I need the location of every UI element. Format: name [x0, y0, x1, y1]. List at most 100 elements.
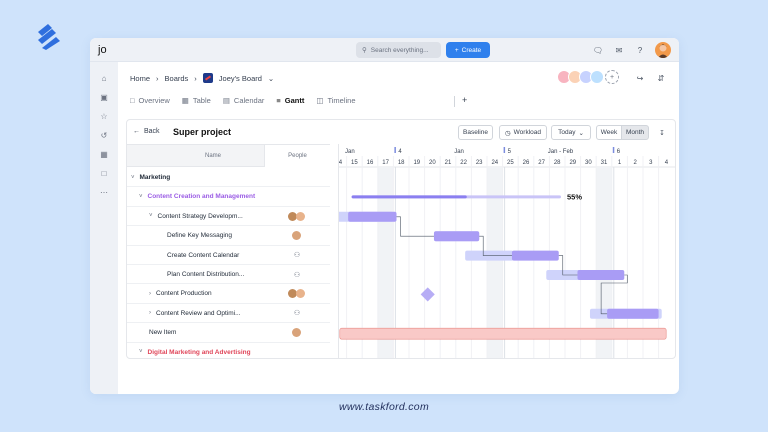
people-column-header[interactable]: People [264, 145, 330, 167]
back-button[interactable]: ← Back [133, 128, 160, 135]
home-icon[interactable]: ⌂ [101, 73, 107, 83]
table-icon: ▦ [181, 96, 189, 105]
overview-icon: □ [130, 96, 135, 105]
tab-timeline[interactable]: ◫ Timeline [316, 96, 355, 105]
tab-overview[interactable]: □ Overview [130, 96, 170, 105]
board-icon[interactable]: ▦ [100, 149, 108, 159]
workspace-initials[interactable]: jo [98, 44, 107, 56]
people-cell[interactable]: ⚇ [264, 246, 330, 265]
task-bar [511, 250, 559, 261]
filter-icon[interactable]: ⇵ [657, 73, 665, 83]
people-cell[interactable]: ⚇ [264, 304, 330, 323]
member-avatar[interactable] [590, 70, 604, 84]
task-row[interactable]: ˅ Digital Marketing and Advertising [127, 343, 330, 358]
chevron-right-icon[interactable]: › [149, 290, 151, 297]
baseline-button[interactable]: Baseline [458, 125, 493, 140]
task-row[interactable]: ˅ Content Creation and Management [127, 187, 330, 207]
day-label: 21 [445, 160, 452, 166]
task-row[interactable]: Define Key Messaging [127, 226, 330, 246]
chevron-down-icon[interactable]: ˅ [139, 349, 143, 356]
help-icon[interactable]: ? [637, 45, 643, 55]
tab-table[interactable]: ▦ Table [182, 96, 211, 105]
month-button[interactable]: Month [621, 125, 649, 140]
back-label: Back [144, 128, 160, 135]
month-label: Month [625, 129, 645, 136]
history-icon[interactable]: ↺ [100, 130, 108, 140]
dependency-line [396, 216, 434, 237]
task-name: Digital Marketing and Advertising [147, 348, 251, 356]
plus-icon: + [454, 46, 459, 54]
task-row[interactable]: Create Content Calendar ⚇ [127, 246, 330, 265]
dependency-line [479, 235, 512, 256]
task-row[interactable]: › Content Production [127, 284, 330, 304]
month-label: 6 [617, 149, 621, 155]
star-icon[interactable]: ☆ [100, 111, 108, 121]
day-label: 1 [618, 160, 622, 166]
chevron-down-icon[interactable]: ˅ [149, 213, 153, 220]
assign-person-icon[interactable]: ⚇ [293, 252, 301, 260]
assignee-avatar [296, 211, 305, 221]
week-button[interactable]: Week [596, 125, 622, 140]
assign-person-icon[interactable]: ⚇ [293, 310, 301, 318]
calendar-icon: ▤ [222, 96, 230, 105]
folder-icon[interactable]: □ [101, 168, 107, 178]
day-label: 20 [429, 160, 436, 166]
task-row[interactable]: Plan Content Distribution... ⚇ [127, 265, 330, 285]
task-label: › Content Production [149, 290, 212, 297]
export-icon[interactable]: ↧ [655, 125, 669, 140]
name-column-header[interactable]: Name [205, 153, 222, 159]
task-row[interactable]: › Content Review and Optimi... ⚇ [127, 304, 330, 324]
today-dropdown[interactable]: Today ⌄ [551, 125, 591, 140]
gantt-toolbar: ← Back Super project Baseline ◷ Workload … [127, 120, 675, 144]
breadcrumb-home[interactable]: Home [130, 73, 151, 83]
add-member-icon[interactable]: + [605, 70, 619, 84]
create-label: Create [461, 46, 482, 54]
month-label: Jan [345, 149, 355, 155]
tab-gantt[interactable]: ≡ Gantt [276, 96, 304, 105]
assignee-avatar [296, 289, 305, 299]
chevron-down-icon[interactable]: ˅ [131, 174, 135, 181]
summary-bar-progress [351, 195, 467, 199]
assignee-avatar [288, 211, 297, 221]
task-bar [577, 270, 625, 280]
month-label: 4 [398, 149, 402, 155]
assignee-avatar [292, 328, 301, 338]
chat-icon[interactable]: 🗨 [592, 45, 604, 55]
breadcrumb-boards[interactable]: Boards [164, 73, 189, 83]
task-name: Content Review and Optimi... [156, 309, 241, 317]
people-cell[interactable] [264, 226, 330, 245]
people-cell[interactable] [264, 207, 330, 226]
create-button[interactable]: + Create [446, 42, 490, 58]
tab-label: Overview [138, 96, 170, 105]
day-label: 4 [665, 160, 669, 166]
add-view-icon[interactable]: + [462, 95, 468, 105]
user-avatar[interactable] [655, 42, 671, 58]
task-row[interactable]: ˅ Content Strategy Developm... [127, 207, 330, 227]
gantt-icon: ≡ [276, 96, 281, 105]
document-icon[interactable]: ▣ [100, 92, 108, 102]
tab-calendar[interactable]: ▤ Calendar [223, 96, 265, 105]
search-input[interactable]: ⚲ Search everything... [356, 42, 441, 58]
day-label: 31 [601, 160, 608, 166]
breadcrumb-board[interactable]: Joey's Board [218, 73, 262, 83]
footer-url[interactable]: www.taskford.com [339, 401, 429, 413]
share-icon[interactable]: ↪ [636, 73, 644, 83]
chevron-down-icon[interactable]: ˅ [139, 193, 143, 200]
chevron-down-icon[interactable]: ⌄ [267, 73, 275, 83]
inbox-icon[interactable]: ✉ [615, 45, 623, 55]
chevron-right-icon[interactable]: › [149, 310, 151, 317]
dependency-line [558, 255, 578, 276]
workload-button[interactable]: ◷ Workload [499, 125, 547, 140]
task-row[interactable]: ˅ Marketing [127, 168, 330, 188]
workload-label: Workload [513, 129, 541, 136]
more-icon[interactable]: ⋯ [100, 187, 108, 197]
assign-person-icon[interactable]: ⚇ [293, 271, 301, 279]
search-placeholder: Search everything... [370, 46, 429, 54]
board-members[interactable]: + [557, 70, 619, 84]
people-cell[interactable] [264, 323, 330, 342]
task-row[interactable]: New Item [127, 323, 330, 343]
people-cell[interactable]: ⚇ [264, 265, 330, 284]
task-name: Define Key Messaging [167, 232, 233, 240]
day-label: 27 [538, 160, 545, 166]
people-cell[interactable] [264, 284, 330, 303]
